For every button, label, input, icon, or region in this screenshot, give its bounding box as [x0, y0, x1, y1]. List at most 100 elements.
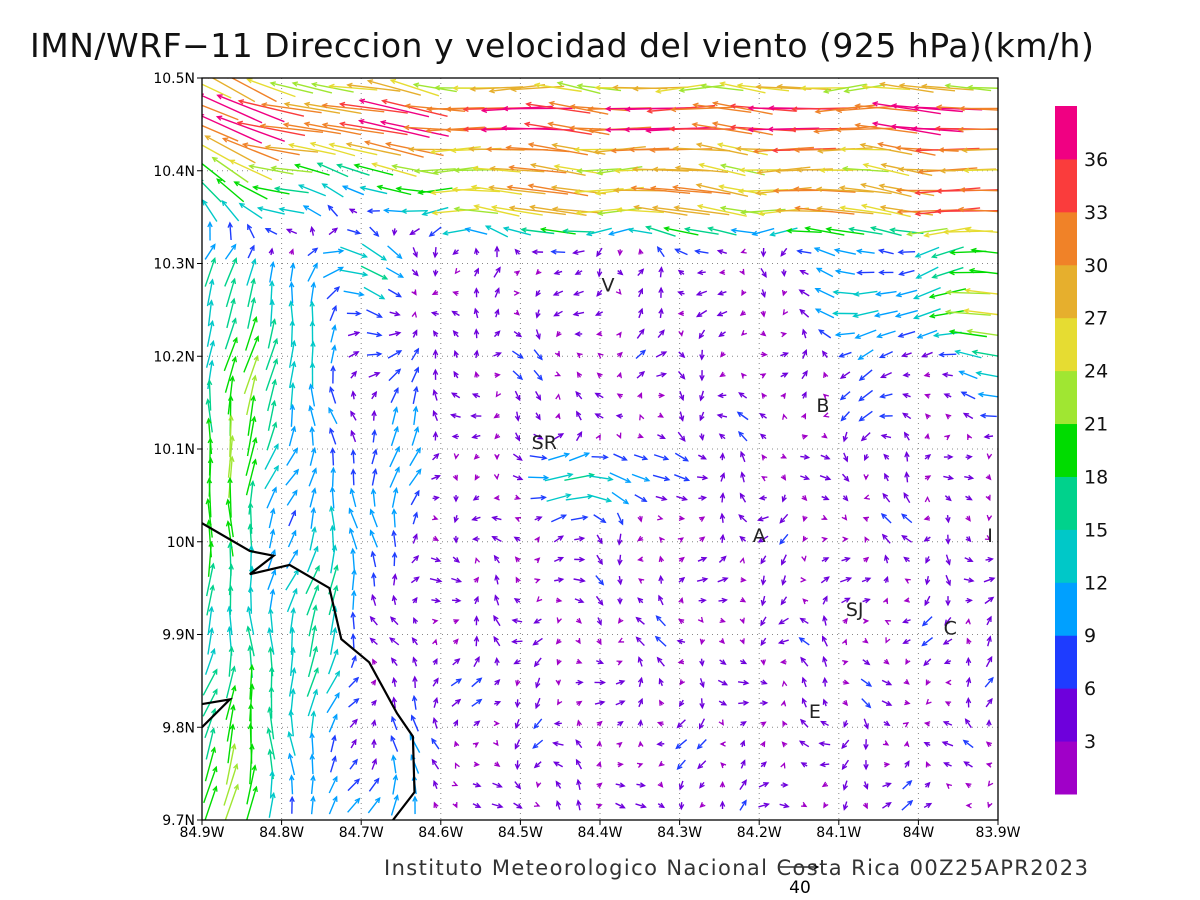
wind-vector: [205, 398, 213, 433]
wind-vector: [941, 741, 954, 747]
wind-vector: [535, 677, 541, 689]
wind-vector: [615, 207, 664, 214]
wind-vector: [699, 801, 706, 808]
wind-vector: [635, 349, 647, 360]
wind-vector: [306, 545, 319, 573]
wind-vector: [596, 247, 603, 258]
wind-vector: [984, 676, 994, 688]
wind-vector: [730, 227, 755, 234]
wind-vector: [328, 775, 338, 794]
wind-vector: [924, 595, 931, 607]
wind-vector: [452, 249, 460, 256]
wind-vector: [575, 390, 583, 400]
wind-vector: [207, 626, 215, 655]
wind-vector: [699, 781, 705, 789]
wind-vector: [330, 544, 338, 574]
wind-vector: [854, 329, 877, 339]
wind-vector: [740, 759, 746, 769]
wind-vector: [617, 249, 623, 257]
wind-vector: [351, 589, 357, 610]
wind-vector: [697, 616, 704, 624]
wind-vector: [533, 657, 542, 668]
wind-vector: [965, 782, 972, 789]
wind-vector: [711, 100, 773, 115]
wind-vector: [575, 208, 623, 216]
wind-vector: [637, 535, 644, 542]
wind-vector: [267, 626, 275, 655]
wind-vector: [533, 433, 544, 440]
wind-vector: [310, 774, 316, 794]
wind-vector: [965, 597, 973, 604]
wind-vector: [206, 477, 213, 518]
wind-vector: [877, 248, 894, 255]
wind-vector: [779, 533, 789, 545]
wind-vector: [881, 533, 891, 544]
wind-vector: [330, 447, 336, 466]
wind-vector: [287, 142, 336, 155]
wind-vector: [843, 720, 849, 728]
wind-vector: [699, 370, 705, 382]
wind-vector: [925, 761, 931, 768]
wind-vector: [698, 597, 707, 604]
wind-vector: [760, 373, 767, 379]
wind-vector: [343, 290, 365, 297]
wind-vector: [252, 185, 290, 195]
wind-vector: [533, 82, 582, 93]
wind-vector: [962, 739, 974, 749]
wind-vector: [326, 670, 341, 694]
wind-vector: [719, 800, 726, 809]
wind-vector: [494, 679, 501, 686]
wind-vector: [430, 557, 442, 563]
wind-vector: [616, 432, 622, 439]
wind-vector: [530, 494, 547, 501]
wind-vector: [574, 269, 583, 275]
wind-vector: [508, 164, 567, 174]
wind-vector: [862, 802, 868, 810]
wind-vector: [800, 762, 808, 768]
wind-vector: [535, 781, 542, 789]
wind-vector: [269, 770, 275, 799]
wind-vector: [862, 598, 871, 604]
wind-vector: [551, 206, 605, 214]
wind-vector: [514, 760, 521, 771]
wind-vector: [760, 267, 767, 278]
wind-vector: [471, 698, 483, 707]
wind-vector: [433, 801, 439, 809]
wind-vector: [740, 471, 746, 483]
wind-vector: [699, 698, 705, 710]
wind-vector: [224, 317, 237, 350]
wind-vector: [739, 535, 747, 542]
wind-vector: [432, 716, 438, 729]
wind-vector: [555, 393, 561, 400]
wind-vector: [968, 267, 998, 275]
wind-vector: [336, 163, 370, 176]
wind-vector: [819, 475, 832, 481]
wind-vector: [720, 762, 727, 769]
wind-vector: [228, 414, 234, 457]
wind-vector: [391, 754, 397, 774]
wind-vector: [912, 286, 941, 300]
wind-vector: [366, 331, 383, 338]
wind-vector: [552, 290, 564, 296]
wind-vector: [223, 763, 239, 806]
wind-vector: [717, 392, 727, 399]
wind-vector: [941, 372, 953, 378]
wind-vector: [514, 390, 521, 402]
wind-vector: [873, 310, 898, 318]
wind-vector: [586, 474, 614, 482]
wind-vector: [885, 637, 891, 644]
wind-vector: [696, 577, 709, 583]
wind-vector: [330, 734, 337, 753]
wind-vector: [329, 427, 337, 445]
wind-vector: [635, 616, 645, 625]
colorbar-label: 3: [1084, 731, 1096, 753]
wind-vector: [834, 268, 855, 275]
wind-vector: [347, 797, 361, 813]
wind-vector: [822, 412, 830, 418]
wind-vector: [534, 536, 540, 543]
wind-vector: [368, 371, 381, 378]
wind-vector: [513, 597, 521, 604]
wind-vector: [432, 409, 439, 422]
wind-vector: [432, 269, 439, 277]
wind-vector: [841, 739, 850, 750]
